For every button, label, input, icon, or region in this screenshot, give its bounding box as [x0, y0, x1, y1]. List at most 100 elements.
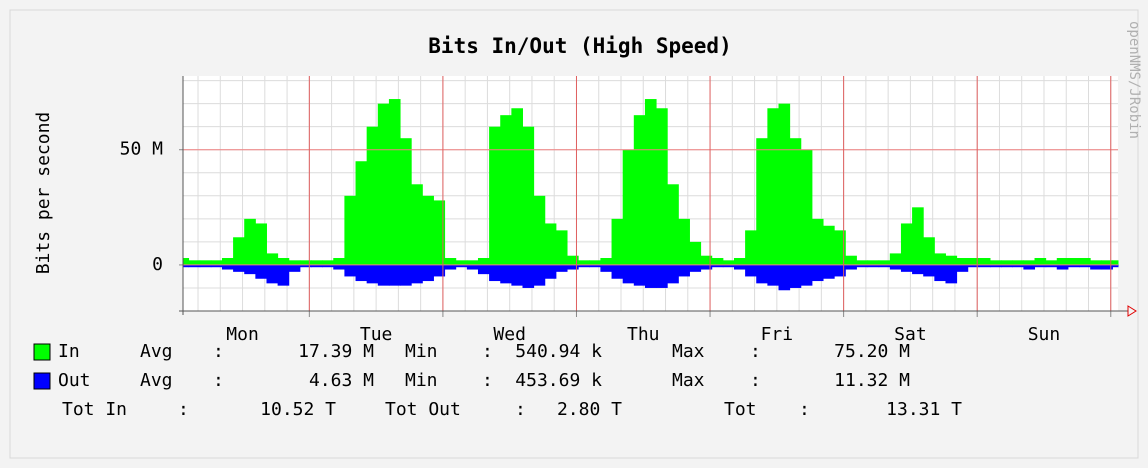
area-column — [188, 260, 201, 265]
area-column — [311, 260, 323, 265]
stat-text: 75.20 M — [834, 341, 910, 362]
x-tick-label: Wed — [493, 324, 526, 345]
area-column — [611, 264, 624, 279]
area-column — [1079, 264, 1091, 268]
area-column — [444, 264, 457, 270]
area-column — [778, 264, 791, 291]
area-column — [355, 264, 368, 282]
area-column — [756, 138, 768, 265]
area-column — [889, 253, 902, 265]
x-tick-label: Thu — [627, 324, 660, 345]
area-column — [1034, 258, 1047, 265]
area-column — [255, 223, 267, 265]
area-column — [544, 223, 557, 265]
area-column — [422, 195, 434, 265]
area-column — [989, 264, 1002, 268]
area-column — [856, 264, 869, 268]
area-column — [221, 264, 234, 270]
area-column — [967, 258, 980, 265]
area-column — [656, 108, 668, 265]
area-column — [277, 258, 290, 265]
area-column — [1001, 264, 1013, 268]
area-column — [667, 184, 679, 265]
area-column — [767, 264, 780, 286]
area-column — [823, 225, 835, 265]
area-column — [611, 218, 624, 265]
total-text: Tot Out — [385, 399, 461, 420]
stat-text: : — [213, 370, 224, 391]
area-column — [244, 218, 256, 265]
total-text: 13.31 T — [886, 399, 962, 420]
area-column — [1101, 260, 1113, 265]
area-column — [889, 264, 902, 270]
area-column — [1101, 264, 1113, 270]
area-column — [867, 264, 880, 268]
area-column — [934, 264, 946, 282]
area-column — [377, 264, 390, 286]
area-column — [867, 260, 880, 265]
area-column — [489, 264, 501, 282]
stat-text: Avg — [140, 341, 173, 362]
area-column — [733, 258, 746, 265]
area-column — [183, 258, 190, 265]
area-column — [433, 200, 446, 265]
area-column — [600, 258, 613, 265]
area-column — [656, 264, 668, 288]
area-column — [277, 264, 290, 286]
area-column — [233, 264, 245, 272]
area-column — [667, 264, 679, 284]
area-column — [1012, 264, 1024, 268]
legend-label: Out — [58, 370, 91, 391]
area-column — [333, 258, 345, 265]
area-column — [477, 258, 490, 265]
area-column — [578, 260, 590, 265]
stat-text: : — [213, 341, 224, 362]
area-column — [233, 237, 245, 265]
area-column — [299, 260, 312, 265]
area-column — [199, 260, 212, 265]
area-column — [1001, 260, 1013, 265]
area-column — [978, 258, 991, 265]
area-column — [544, 264, 557, 279]
area-column — [444, 258, 457, 265]
area-column — [1112, 264, 1119, 268]
area-column — [589, 260, 601, 265]
area-column — [700, 255, 713, 265]
area-column — [255, 264, 267, 279]
area-column — [767, 108, 780, 265]
area-column — [511, 108, 523, 265]
y-axis-label: Bits per second — [33, 112, 54, 275]
legend-swatch — [33, 372, 51, 390]
stat-text: 540.94 k — [515, 341, 602, 362]
area-column — [522, 264, 535, 288]
total-text: Tot In — [62, 399, 127, 420]
area-column — [366, 264, 379, 284]
area-column — [900, 264, 913, 272]
area-column — [511, 264, 523, 286]
area-column — [733, 264, 746, 270]
area-column — [411, 264, 423, 284]
area-column — [912, 264, 924, 275]
area-column — [956, 258, 969, 265]
area-column — [1067, 258, 1080, 265]
area-column — [689, 241, 702, 265]
area-column — [800, 149, 813, 265]
x-tick-label: Mon — [226, 324, 259, 345]
area-column — [878, 264, 891, 268]
stat-text: Min — [405, 370, 438, 391]
area-column — [745, 264, 757, 277]
area-column — [210, 260, 223, 265]
area-column — [433, 264, 446, 277]
stat-text: 17.39 M — [298, 341, 374, 362]
area-column — [600, 264, 613, 272]
area-column — [188, 264, 201, 268]
area-column — [1045, 264, 1058, 268]
area-column — [722, 264, 735, 268]
area-column — [411, 184, 423, 265]
area-column — [322, 260, 334, 265]
area-column — [923, 237, 935, 265]
total-text: 10.52 T — [260, 399, 336, 420]
total-text: : — [799, 399, 810, 420]
area-column — [199, 264, 212, 268]
legend-label: In — [58, 341, 80, 362]
